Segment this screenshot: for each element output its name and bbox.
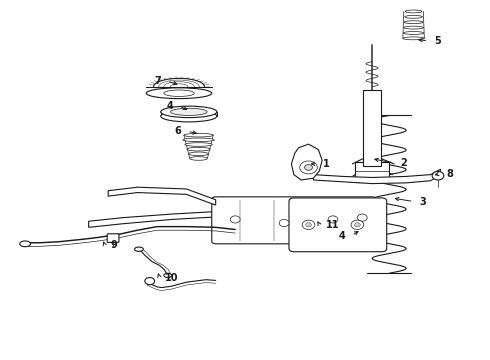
Text: 5: 5 xyxy=(434,36,441,46)
Ellipse shape xyxy=(183,138,214,141)
Text: 3: 3 xyxy=(419,197,426,207)
Ellipse shape xyxy=(164,273,171,278)
Polygon shape xyxy=(314,169,441,184)
Polygon shape xyxy=(292,144,322,180)
Ellipse shape xyxy=(20,241,30,247)
Ellipse shape xyxy=(189,152,208,156)
Circle shape xyxy=(302,220,315,229)
Text: 4: 4 xyxy=(167,101,173,111)
Circle shape xyxy=(432,171,444,180)
Text: 1: 1 xyxy=(323,159,330,169)
FancyBboxPatch shape xyxy=(355,162,389,182)
FancyBboxPatch shape xyxy=(107,234,119,242)
Ellipse shape xyxy=(185,143,212,146)
Text: 7: 7 xyxy=(154,76,161,86)
Circle shape xyxy=(306,223,312,227)
Circle shape xyxy=(328,216,338,223)
Ellipse shape xyxy=(403,32,424,35)
Circle shape xyxy=(357,214,367,221)
Text: 9: 9 xyxy=(111,240,118,250)
Ellipse shape xyxy=(135,247,144,251)
Polygon shape xyxy=(108,187,216,205)
Ellipse shape xyxy=(147,88,212,99)
Circle shape xyxy=(305,165,313,170)
Text: 6: 6 xyxy=(175,126,181,136)
Polygon shape xyxy=(89,211,235,227)
Ellipse shape xyxy=(161,111,217,122)
FancyBboxPatch shape xyxy=(289,198,387,252)
Ellipse shape xyxy=(405,15,422,18)
Ellipse shape xyxy=(161,106,217,118)
Ellipse shape xyxy=(190,157,207,160)
Ellipse shape xyxy=(403,37,424,40)
Text: 10: 10 xyxy=(165,273,179,283)
Ellipse shape xyxy=(171,108,207,116)
Ellipse shape xyxy=(184,134,213,137)
Circle shape xyxy=(354,223,360,227)
FancyBboxPatch shape xyxy=(212,197,376,244)
Text: 4: 4 xyxy=(339,231,345,240)
Ellipse shape xyxy=(404,26,423,29)
Circle shape xyxy=(279,220,289,226)
Circle shape xyxy=(351,220,364,229)
Circle shape xyxy=(230,216,240,223)
Circle shape xyxy=(300,161,318,174)
FancyBboxPatch shape xyxy=(363,90,381,166)
Ellipse shape xyxy=(404,21,423,24)
Text: 11: 11 xyxy=(326,220,339,230)
Ellipse shape xyxy=(187,147,210,151)
Text: 2: 2 xyxy=(400,158,407,168)
Ellipse shape xyxy=(164,90,194,96)
Text: 8: 8 xyxy=(446,168,453,179)
Ellipse shape xyxy=(405,10,422,13)
Circle shape xyxy=(145,278,155,285)
